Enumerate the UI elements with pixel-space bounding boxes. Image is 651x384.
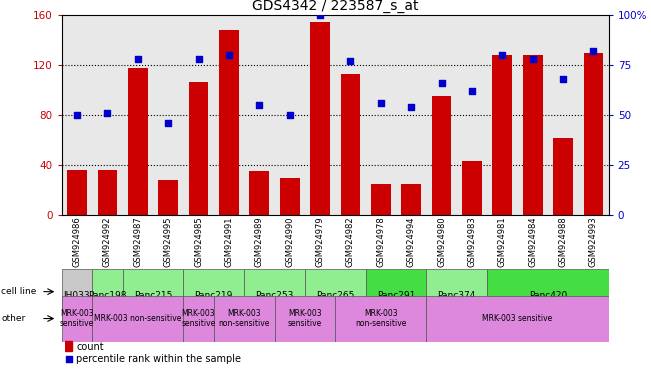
Text: Panc219: Panc219	[195, 291, 233, 300]
Text: MRK-003
non-sensitive: MRK-003 non-sensitive	[219, 309, 270, 328]
Point	[497, 52, 508, 58]
Point	[376, 100, 386, 106]
Text: MRK-003
non-sensitive: MRK-003 non-sensitive	[355, 309, 406, 328]
Text: other: other	[1, 314, 25, 323]
Text: Panc374: Panc374	[437, 291, 476, 300]
Bar	[67, 170, 87, 215]
Bar	[280, 177, 299, 215]
Text: cell line: cell line	[1, 287, 36, 296]
Text: MRK-003 non-sensitive: MRK-003 non-sensitive	[94, 314, 182, 323]
Bar	[366, 269, 426, 323]
Title: GDS4342 / 223587_s_at: GDS4342 / 223587_s_at	[252, 0, 419, 13]
Bar	[426, 296, 609, 342]
Point	[102, 110, 113, 116]
Point	[527, 56, 538, 62]
Bar	[128, 68, 148, 215]
Bar	[432, 96, 452, 215]
Text: MRK-003
sensitive: MRK-003 sensitive	[288, 309, 322, 328]
Point	[406, 104, 417, 110]
Bar	[65, 341, 72, 351]
Point	[193, 56, 204, 62]
Text: percentile rank within the sample: percentile rank within the sample	[77, 354, 242, 364]
Bar	[158, 180, 178, 215]
Text: Panc420: Panc420	[529, 291, 567, 300]
Text: Panc291: Panc291	[377, 291, 415, 300]
Bar	[92, 269, 122, 323]
Text: MRK-003
sensitive: MRK-003 sensitive	[60, 309, 94, 328]
Bar	[219, 30, 239, 215]
Bar	[184, 269, 244, 323]
Bar	[122, 269, 184, 323]
Bar	[553, 138, 573, 215]
Point	[284, 112, 295, 118]
Point	[315, 12, 326, 18]
Point	[467, 88, 477, 94]
Text: JH033: JH033	[64, 291, 90, 300]
Bar	[92, 296, 184, 342]
Bar	[189, 81, 208, 215]
Text: Panc265: Panc265	[316, 291, 354, 300]
Text: Panc215: Panc215	[134, 291, 172, 300]
Text: MRK-003 sensitive: MRK-003 sensitive	[482, 314, 553, 323]
Bar	[311, 22, 330, 215]
Point	[589, 48, 599, 55]
Point	[436, 80, 447, 86]
Text: Panc198: Panc198	[88, 291, 127, 300]
Bar	[214, 296, 275, 342]
Point	[254, 102, 264, 108]
Bar	[335, 296, 426, 342]
Point	[163, 120, 173, 126]
Point	[345, 58, 355, 65]
Bar	[523, 55, 542, 215]
Point	[255, 300, 266, 306]
Bar	[583, 53, 603, 215]
Bar	[462, 161, 482, 215]
Point	[72, 112, 82, 118]
Bar	[184, 296, 214, 342]
Bar	[340, 74, 361, 215]
Point	[224, 52, 234, 58]
Bar	[62, 269, 92, 323]
Point	[558, 76, 568, 82]
Bar	[426, 269, 487, 323]
Text: Panc253: Panc253	[255, 291, 294, 300]
Bar	[249, 171, 270, 215]
Bar	[401, 184, 421, 215]
Bar	[62, 296, 92, 342]
Bar	[244, 269, 305, 323]
Bar	[371, 184, 391, 215]
Bar	[487, 269, 609, 323]
Text: count: count	[77, 342, 104, 352]
Point	[133, 56, 143, 62]
Bar	[492, 55, 512, 215]
Bar	[305, 269, 366, 323]
Text: MRK-003
sensitive: MRK-003 sensitive	[182, 309, 215, 328]
Bar	[98, 170, 117, 215]
Bar	[275, 296, 335, 342]
